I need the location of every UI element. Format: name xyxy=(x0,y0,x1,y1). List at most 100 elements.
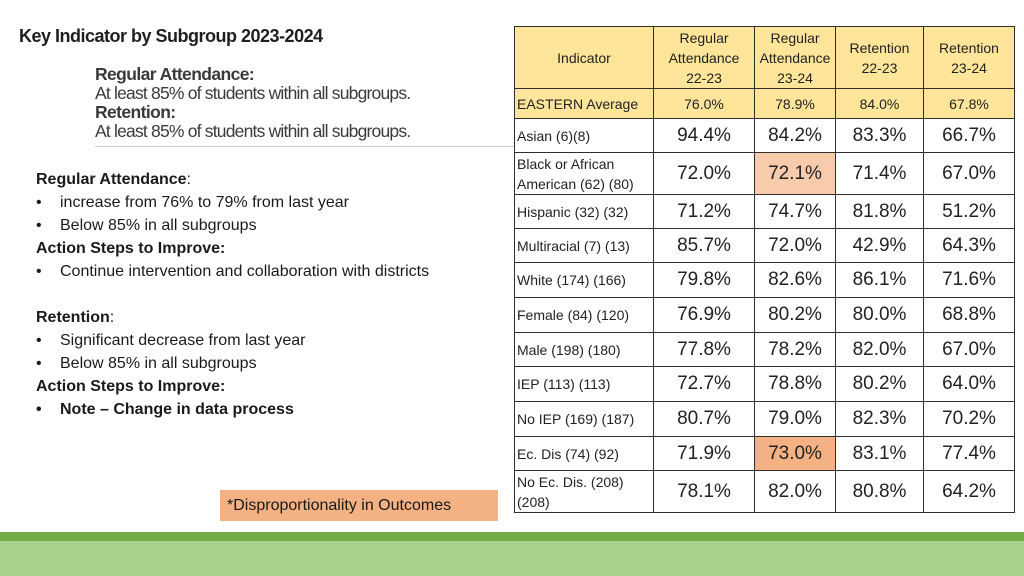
cell-value: 64.0% xyxy=(923,366,1015,402)
row-label: IEP (113) (113) xyxy=(514,366,654,402)
footer-bar-light xyxy=(0,541,1024,576)
retention-criteria-heading: Retention: xyxy=(95,102,176,122)
cell-value: 85.7% xyxy=(653,228,755,263)
cell-value: 64.3% xyxy=(923,228,1015,263)
row-label: Female (84) (120) xyxy=(514,297,654,333)
action-bullets: Continue intervention and collaboration … xyxy=(36,260,476,283)
page-title: Key Indicator by Subgroup 2023-2024 xyxy=(19,26,323,46)
row-label: No IEP (169) (187) xyxy=(514,401,654,437)
bullet-item: increase from 76% to 79% from last year xyxy=(36,191,476,214)
cell-value: 66.7% xyxy=(923,118,1015,153)
average-value: 76.0% xyxy=(653,88,755,119)
row-label: Hispanic (32) (32) xyxy=(514,194,654,229)
table-row: Multiracial (7) (13) 85.7% 72.0% 42.9% 6… xyxy=(514,228,1015,263)
average-value: 67.8% xyxy=(923,88,1015,119)
cell-value: 42.9% xyxy=(835,228,924,263)
cell-value: 51.2% xyxy=(923,194,1015,229)
cell-value-highlighted: 72.1% xyxy=(754,152,836,195)
cell-value: 78.1% xyxy=(653,470,755,513)
cell-value: 76.9% xyxy=(653,297,755,333)
cell-value: 74.7% xyxy=(754,194,836,229)
row-label: Ec. Dis (74) (92) xyxy=(514,436,654,471)
cell-value: 77.4% xyxy=(923,436,1015,471)
bullet-item: Below 85% in all subgroups xyxy=(36,352,476,375)
average-row: EASTERN Average 76.0% 78.9% 84.0% 67.8% xyxy=(514,88,1015,119)
cell-value: 83.3% xyxy=(835,118,924,153)
row-label: No Ec. Dis. (208) (208) xyxy=(514,470,654,513)
table-header-row: Indicator Regular Attendance 22-23 Regular… xyxy=(514,26,1015,89)
cell-value: 70.2% xyxy=(923,401,1015,437)
header-attendance-23-24: Regular Attendance 23-24 xyxy=(754,26,836,89)
header-indicator: Indicator xyxy=(514,26,654,89)
bullet-item: Continue intervention and collaboration … xyxy=(36,260,476,283)
table-row: Male (198) (180) 77.8% 78.2% 82.0% 67.0% xyxy=(514,332,1015,367)
cell-value: 83.1% xyxy=(835,436,924,471)
cell-value: 71.4% xyxy=(835,152,924,195)
attendance-bullets: increase from 76% to 79% from last year … xyxy=(36,191,476,237)
cell-value: 71.6% xyxy=(923,262,1015,298)
bullet-item: Note – Change in data process xyxy=(36,398,476,421)
cell-value: 82.0% xyxy=(835,332,924,367)
average-value: 84.0% xyxy=(835,88,924,119)
cell-value-highlighted: 73.0% xyxy=(754,436,836,471)
attendance-criteria-heading: Regular Attendance: xyxy=(95,64,255,84)
cell-value: 80.8% xyxy=(835,470,924,513)
criteria-block: Regular Attendance: At least 85% of stud… xyxy=(95,65,515,141)
cell-value: 82.6% xyxy=(754,262,836,298)
retention-bullets: Significant decrease from last year Belo… xyxy=(36,329,476,375)
cell-value: 68.8% xyxy=(923,297,1015,333)
cell-value: 80.2% xyxy=(835,366,924,402)
cell-value: 72.0% xyxy=(754,228,836,263)
row-label: Black or African American (62) (80) xyxy=(514,152,654,195)
average-label: EASTERN Average xyxy=(514,88,654,119)
row-label: Multiracial (7) (13) xyxy=(514,228,654,263)
table-row: No Ec. Dis. (208) (208) 78.1% 82.0% 80.8… xyxy=(514,470,1015,513)
header-attendance-22-23: Regular Attendance 22-23 xyxy=(653,26,755,89)
table-row: Asian (6)(8) 94.4% 84.2% 83.3% 66.7% xyxy=(514,118,1015,153)
cell-value: 64.2% xyxy=(923,470,1015,513)
disproportionality-callout: *Disproportionality in Outcomes xyxy=(220,490,498,521)
table-row: White (174) (166) 79.8% 82.6% 86.1% 71.6… xyxy=(514,262,1015,298)
cell-value: 82.3% xyxy=(835,401,924,437)
row-label: White (174) (166) xyxy=(514,262,654,298)
retention-criteria-text: At least 85% of students within all subg… xyxy=(95,121,411,141)
table-row: IEP (113) (113) 72.7% 78.8% 80.2% 64.0% xyxy=(514,366,1015,402)
cell-value: 77.8% xyxy=(653,332,755,367)
cell-value: 84.2% xyxy=(754,118,836,153)
cell-value: 67.0% xyxy=(923,152,1015,195)
cell-value: 79.8% xyxy=(653,262,755,298)
table-row: Hispanic (32) (32) 71.2% 74.7% 81.8% 51.… xyxy=(514,194,1015,229)
cell-value: 82.0% xyxy=(754,470,836,513)
attendance-notes-label: Regular Attendance xyxy=(36,171,187,188)
cell-value: 71.9% xyxy=(653,436,755,471)
cell-value: 72.7% xyxy=(653,366,755,402)
table-row: Female (84) (120) 76.9% 80.2% 80.0% 68.8… xyxy=(514,297,1015,333)
average-value: 78.9% xyxy=(754,88,836,119)
row-label: Asian (6)(8) xyxy=(514,118,654,153)
cell-value: 72.0% xyxy=(653,152,755,195)
cell-value: 71.2% xyxy=(653,194,755,229)
cell-value: 78.2% xyxy=(754,332,836,367)
header-retention-22-23: Retention 22-23 xyxy=(835,26,924,89)
table-row: Black or African American (62) (80) 72.0… xyxy=(514,152,1015,195)
cell-value: 80.2% xyxy=(754,297,836,333)
cell-value: 94.4% xyxy=(653,118,755,153)
cell-value: 81.8% xyxy=(835,194,924,229)
action-bullets: Note – Change in data process xyxy=(36,398,476,421)
bullet-item: Below 85% in all subgroups xyxy=(36,214,476,237)
colon: : xyxy=(109,309,115,326)
cell-value: 79.0% xyxy=(754,401,836,437)
header-retention-23-24: Retention 23-24 xyxy=(923,26,1015,89)
row-label: Male (198) (180) xyxy=(514,332,654,367)
cell-value: 86.1% xyxy=(835,262,924,298)
cell-value: 80.0% xyxy=(835,297,924,333)
cell-value: 80.7% xyxy=(653,401,755,437)
footer-bar-dark xyxy=(0,532,1024,541)
action-steps-heading: Action Steps to Improve: xyxy=(36,240,226,257)
table-row: Ec. Dis (74) (92) 71.9% 73.0% 83.1% 77.4… xyxy=(514,436,1015,471)
cell-value: 67.0% xyxy=(923,332,1015,367)
table-row: No IEP (169) (187) 80.7% 79.0% 82.3% 70.… xyxy=(514,401,1015,437)
bullet-item: Significant decrease from last year xyxy=(36,329,476,352)
attendance-criteria-text: At least 85% of students within all subg… xyxy=(95,83,411,103)
divider xyxy=(95,146,515,147)
